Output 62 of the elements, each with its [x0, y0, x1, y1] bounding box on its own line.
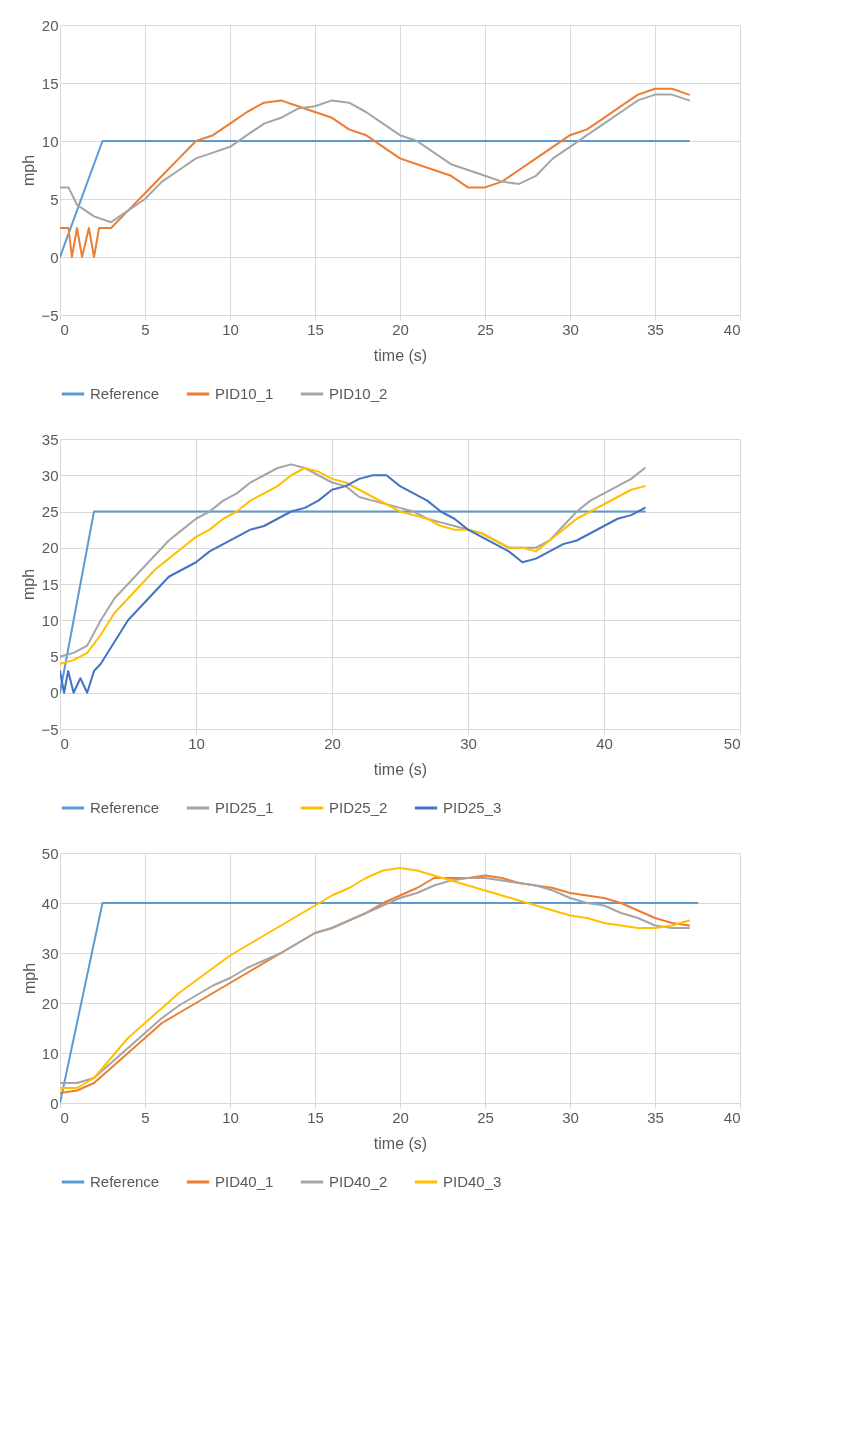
x-tick-label: 15 — [307, 1108, 324, 1126]
y-axis-title: mph — [20, 568, 38, 601]
x-tick-label: 20 — [324, 734, 341, 752]
x-tick-label: 35 — [647, 320, 664, 338]
legend-label: PID10_1 — [215, 385, 274, 402]
y-tick-label: 10 — [41, 611, 59, 629]
line-series — [60, 474, 646, 694]
legend-label: PID10_2 — [329, 385, 388, 402]
y-tick-label: 30 — [41, 944, 59, 962]
y-tick-label: 0 — [50, 1094, 59, 1112]
x-tick-label: 40 — [723, 320, 741, 338]
x-tick-label: 5 — [141, 1108, 150, 1126]
y-tick-label: 10 — [41, 132, 59, 150]
y-tick-label: 0 — [50, 248, 59, 266]
y-tick-label: 10 — [41, 1044, 59, 1062]
legend-label: PID40_1 — [215, 1173, 274, 1190]
x-tick-label: 15 — [307, 320, 324, 338]
x-tick-label: 10 — [188, 734, 205, 752]
y-tick-label: 25 — [41, 503, 59, 520]
y-tick-label: −5 — [41, 720, 59, 738]
legend-label: PID40_3 — [443, 1173, 502, 1190]
legend-label: Reference — [90, 799, 160, 816]
y-tick-label: 40 — [41, 894, 59, 912]
line-series — [60, 87, 690, 258]
x-tick-label: 30 — [562, 1108, 579, 1126]
y-tick-label: 5 — [50, 190, 59, 208]
x-tick-label: 35 — [647, 1108, 664, 1126]
y-tick-label: 50 — [41, 844, 59, 862]
x-tick-label: 50 — [723, 734, 741, 752]
x-tick-label: 30 — [460, 734, 477, 752]
x-axis-title: time (s) — [373, 346, 428, 364]
x-axis-title: time (s) — [373, 760, 428, 778]
y-tick-label: 5 — [50, 648, 59, 665]
y-tick-label: −5 — [41, 306, 59, 324]
x-tick-label: 10 — [222, 320, 239, 338]
y-axis-title: mph — [20, 962, 38, 995]
legend-label: PID40_2 — [329, 1173, 388, 1190]
y-tick-label: 35 — [41, 430, 59, 448]
legend-label: PID25_3 — [443, 799, 502, 816]
legend-label: PID25_1 — [215, 799, 274, 816]
x-tick-label: 40 — [596, 734, 613, 752]
x-tick-label: 5 — [141, 320, 150, 338]
x-tick-label: 20 — [392, 320, 409, 338]
y-tick-label: 30 — [41, 466, 59, 484]
y-tick-label: 0 — [50, 684, 59, 702]
legend-label: PID25_2 — [329, 799, 388, 816]
y-tick-label: 20 — [41, 539, 59, 557]
y-tick-label: 20 — [41, 994, 59, 1012]
x-tick-label: 10 — [222, 1108, 239, 1126]
y-tick-label: 15 — [41, 74, 59, 92]
x-tick-label: 30 — [562, 320, 579, 338]
y-tick-label: 15 — [41, 575, 59, 593]
y-tick-label: 20 — [41, 16, 59, 34]
x-tick-label: 25 — [477, 1108, 494, 1126]
y-axis-title: mph — [20, 154, 38, 187]
legend-label: Reference — [90, 385, 160, 402]
line-series — [60, 93, 690, 224]
x-tick-label: 40 — [723, 1108, 741, 1126]
legend-label: Reference — [90, 1173, 160, 1190]
x-axis-title: time (s) — [373, 1134, 428, 1152]
x-tick-label: 20 — [392, 1108, 409, 1126]
x-tick-label: 25 — [477, 320, 494, 338]
